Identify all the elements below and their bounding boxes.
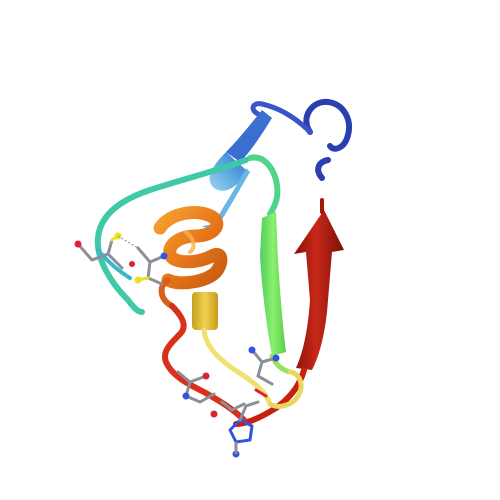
side-chain-cluster-bottom	[176, 346, 280, 458]
alpha-helix-orange	[153, 206, 228, 309]
n-terminal-loop	[250, 98, 352, 181]
teal-loop	[94, 154, 281, 315]
side-chain-cluster-left	[74, 232, 168, 286]
beta-strand-red	[233, 198, 344, 427]
beta-strand-blue	[202, 110, 272, 232]
beta-strand-green	[260, 212, 293, 375]
red-loop	[162, 303, 247, 423]
